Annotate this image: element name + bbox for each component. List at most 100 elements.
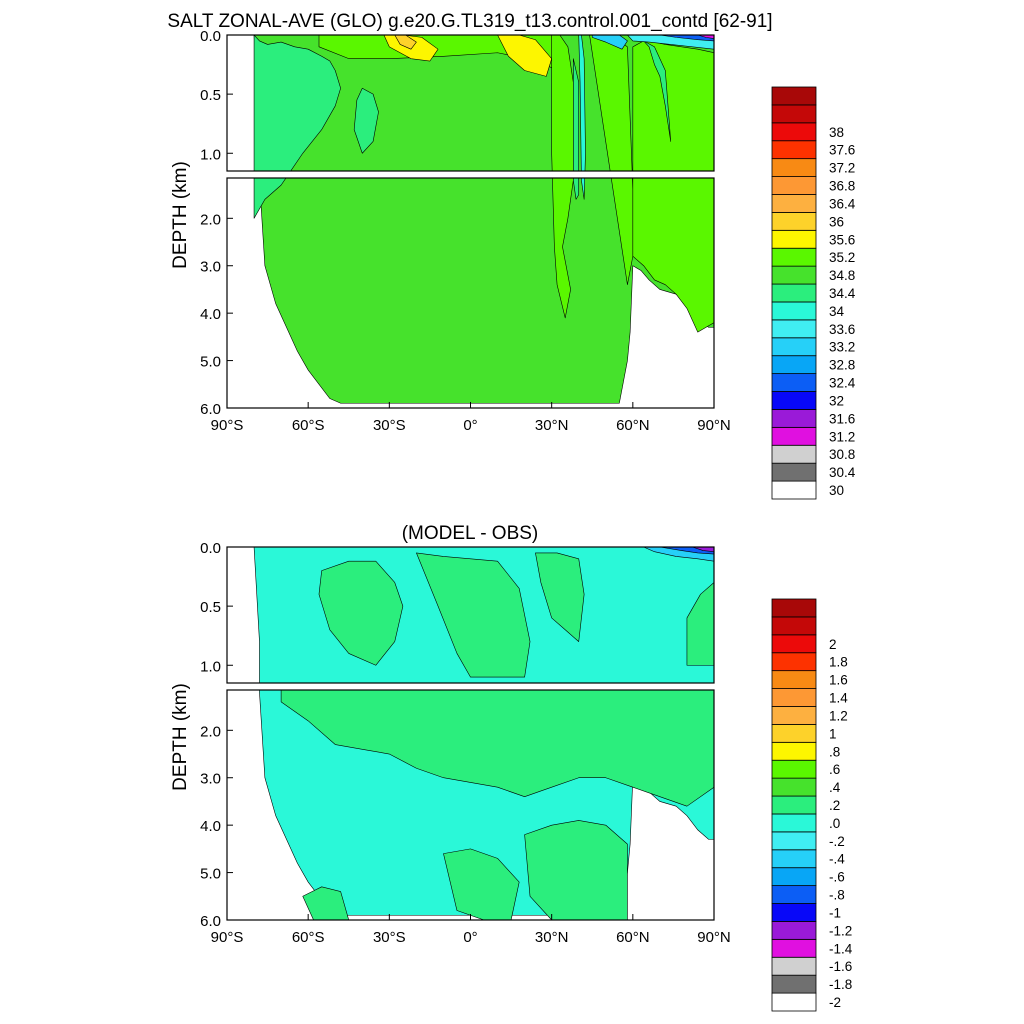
difference-ytick-label: 0.0	[200, 540, 221, 557]
difference-contour-region	[280, 690, 714, 807]
difference-contour-region	[302, 886, 350, 920]
salinity-xtick-label: 60°N	[616, 417, 650, 434]
difference-colorbar-label: -.2	[829, 834, 845, 849]
difference-colorbar-box	[771, 813, 817, 833]
salinity-colorbar-label: 31.6	[829, 411, 855, 426]
salinity-contour-region	[659, 35, 714, 42]
difference-colorbar-box	[771, 670, 817, 689]
difference-ytick-label: 0.5	[200, 599, 221, 616]
difference-ytick-label: 2.0	[200, 723, 221, 740]
difference-colorbar-label: .8	[829, 744, 840, 759]
salinity-ytick-label: 1.0	[200, 146, 221, 163]
salinity-upper-frame	[226, 34, 715, 172]
salinity-contour-region	[552, 178, 574, 319]
salinity-colorbar-label: 36.4	[829, 196, 856, 211]
difference-colorbar-label: .2	[829, 798, 840, 813]
difference-ytick-label: 4.0	[200, 818, 221, 835]
salinity-colorbar-box	[771, 122, 817, 142]
salinity-colorbar-box	[771, 319, 817, 339]
salinity-xtick-label: 90°S	[211, 417, 244, 434]
salinity-contour-region	[394, 35, 417, 50]
salinity-colorbar-label: 31.2	[829, 429, 855, 444]
difference-colorbar-label: -1	[829, 905, 841, 920]
salinity-contour-region	[589, 35, 633, 171]
difference-colorbar-box	[771, 974, 817, 994]
salinity-contour-region	[643, 40, 672, 142]
salinity-colorbar-box	[771, 480, 817, 500]
salinity-panel: SALT ZONAL-AVE (GLO) g.e20.G.TL319_t13.c…	[167, 11, 856, 500]
salinity-xtick-label: 90°N	[697, 417, 731, 434]
salinity-xtick-label: 30°S	[373, 417, 406, 434]
difference-contour-region	[416, 552, 531, 678]
difference-colorbar-box	[771, 849, 817, 869]
difference-colorbar-label: .6	[829, 762, 840, 777]
salinity-contour-region	[573, 58, 580, 171]
salinity-contour-region	[497, 35, 552, 77]
difference-colorbar: -2 -1.8 -1.6 -1.4 -1.2 -1 -.8 -.6 -.4 -.2 .0 .2 .4 .6…	[771, 598, 853, 1012]
difference-ytick-label: 1.0	[200, 658, 221, 675]
salinity-ytick-label: 0.5	[200, 87, 221, 104]
difference-colorbar-box	[771, 903, 817, 922]
difference-colorbar-label: 1.2	[829, 708, 848, 723]
salinity-colorbar-label: 35.2	[829, 250, 855, 265]
salinity-plot-lower	[226, 177, 715, 409]
difference-colorbar-label: -.8	[829, 888, 845, 903]
salinity-contour-region	[253, 35, 341, 171]
salinity-colorbar-box	[771, 211, 817, 231]
difference-upper-frame	[226, 546, 715, 684]
difference-colorbar-label: 1	[829, 726, 837, 741]
difference-ytick-label: 6.0	[200, 913, 221, 930]
salinity-contour-region	[632, 178, 714, 333]
difference-colorbar-box	[771, 831, 817, 851]
difference-colorbar-box	[771, 652, 817, 672]
salinity-ytick-label: 2.0	[200, 211, 221, 228]
salinity-colorbar-label: 34.8	[829, 268, 855, 283]
difference-colorbar-label: -2	[829, 995, 841, 1010]
salinity-contour-region	[610, 178, 634, 286]
salinity-colorbar-box	[771, 391, 817, 410]
salinity-colorbar-box	[771, 337, 817, 357]
salinity-ytick-label: 6.0	[200, 401, 221, 418]
salinity-contour-region	[253, 178, 287, 219]
salinity-contour-region	[581, 178, 586, 200]
salinity-colorbar-box	[771, 176, 817, 195]
salinity-colorbar-box	[771, 355, 817, 375]
salinity-contour-region	[551, 35, 574, 171]
difference-colorbar-label: -.6	[829, 870, 845, 885]
difference-contour-region	[318, 560, 404, 666]
difference-colorbar-label: .0	[829, 816, 840, 831]
difference-ylabel: DEPTH (km)	[170, 683, 191, 791]
difference-colorbar-box	[771, 616, 817, 636]
salinity-xtick-label: 30°N	[535, 417, 569, 434]
salinity-colorbar-label: 30.8	[829, 447, 855, 462]
difference-colorbar-label: .4	[829, 780, 841, 795]
salinity-colorbar-box	[771, 426, 817, 446]
salinity-colorbar-label: 34.4	[829, 286, 856, 301]
salinity-contour-region	[591, 35, 628, 50]
difference-colorbar-label: -1.4	[829, 941, 853, 956]
difference-contour-region	[692, 547, 714, 553]
difference-colorbar-label: 1.4	[829, 691, 848, 706]
difference-colorbar-box	[771, 867, 817, 887]
difference-panel: (MODEL - OBS) 90°S 60°S 30°S 0° 30°N 60°N 90°N…	[170, 523, 853, 1012]
difference-colorbar-box	[771, 777, 817, 797]
difference-colorbar-box	[771, 795, 817, 815]
salinity-ylabel: DEPTH (km)	[170, 161, 191, 269]
salinity-colorbar-box	[771, 104, 817, 124]
difference-xtick-label: 60°S	[292, 929, 325, 946]
salinity-colorbar-label: 30.4	[829, 465, 856, 480]
difference-xtick-label: 30°N	[535, 929, 569, 946]
difference-colorbar-box	[771, 741, 817, 761]
difference-colorbar-box	[771, 598, 817, 618]
salinity-contour-region	[573, 178, 580, 200]
difference-colorbar-label: -1.6	[829, 959, 852, 974]
difference-contour-region	[535, 552, 585, 642]
salinity-colorbar-box	[771, 409, 817, 428]
difference-colorbar-box	[771, 921, 817, 940]
salinity-colorbar-label: 30	[829, 483, 844, 498]
salinity-colorbar-label: 37.6	[829, 143, 855, 158]
difference-plot-lower	[226, 689, 715, 921]
difference-ytick-label: 5.0	[200, 866, 221, 883]
salinity-colorbar-label: 32	[829, 393, 844, 408]
difference-contour-region	[443, 848, 520, 920]
